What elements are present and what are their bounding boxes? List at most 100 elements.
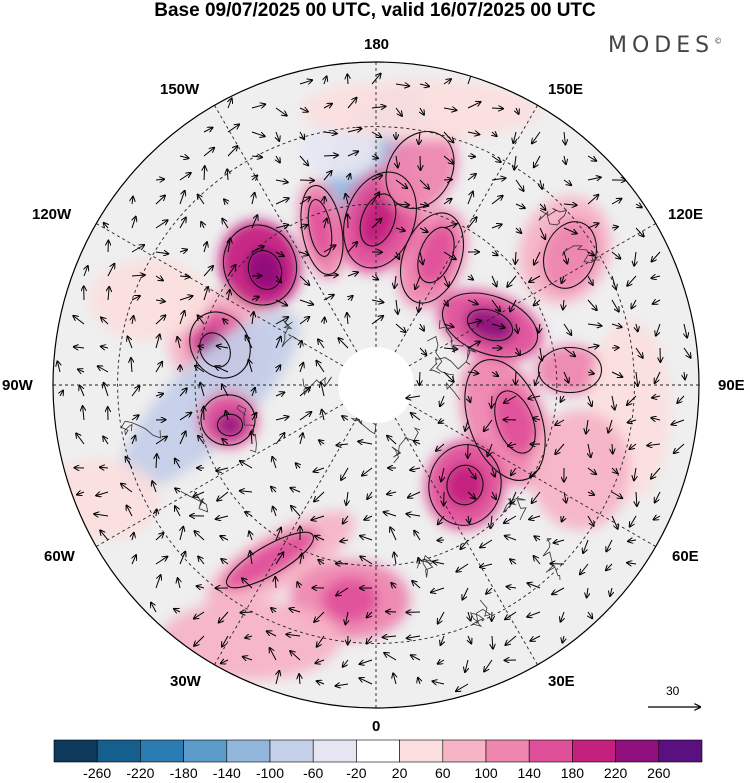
wind-arrow — [587, 155, 596, 161]
wind-arrow — [465, 419, 468, 431]
wind-arrow — [80, 386, 85, 397]
wind-arrow — [656, 323, 661, 336]
wind-arrow — [533, 418, 541, 420]
wind-arrow — [419, 179, 429, 189]
wind-arrow — [250, 551, 252, 565]
wind-arrow — [347, 129, 361, 132]
colorbar — [53, 739, 703, 763]
wind-arrow — [492, 132, 497, 136]
wind-arrow — [507, 275, 517, 287]
wind-arrow — [251, 215, 257, 229]
wind-arrow — [467, 102, 481, 109]
wind-arrow — [587, 467, 596, 474]
wind-arrow — [515, 204, 525, 208]
wind-arrow — [480, 564, 493, 567]
colorbar-swatch — [615, 739, 660, 763]
colorbar-swatch — [140, 739, 184, 763]
wind-arrow — [440, 395, 444, 406]
wind-arrow — [96, 492, 109, 496]
wind-arrow — [674, 443, 685, 453]
wind-arrow — [275, 392, 284, 396]
wind-arrow — [336, 564, 349, 565]
wind-arrow — [655, 371, 661, 383]
wind-arrow — [515, 371, 516, 384]
contour-line — [385, 131, 455, 209]
wind-arrow — [488, 443, 493, 456]
wind-arrow — [412, 581, 421, 589]
wind-arrow — [587, 177, 601, 180]
wind-arrow — [561, 395, 565, 402]
wind-arrow — [534, 556, 541, 565]
wind-arrow — [179, 276, 190, 277]
wind-arrow — [84, 266, 88, 277]
wind-arrow — [245, 512, 253, 516]
wind-arrow — [564, 491, 566, 503]
wind-arrow — [347, 74, 348, 85]
wind-arrow — [491, 275, 497, 286]
wind-arrow — [323, 171, 332, 181]
wind-arrow — [395, 179, 407, 188]
wind-arrow — [371, 74, 381, 85]
wind-arrow — [104, 223, 108, 228]
wind-arrow — [461, 539, 469, 549]
wind-arrow — [271, 608, 276, 612]
wind-arrow — [539, 203, 546, 210]
wind-arrow — [438, 515, 445, 524]
colorbar-swatch — [53, 739, 98, 763]
wind-arrow — [76, 433, 85, 445]
colorbar-tick-label: -220 — [126, 765, 155, 781]
colorbar-tick-label: 60 — [435, 765, 451, 781]
wind-arrow — [468, 395, 470, 402]
contour-line — [199, 332, 231, 368]
wind-arrow — [564, 131, 565, 144]
wind-arrow — [511, 491, 517, 504]
wind-arrow — [563, 179, 571, 185]
wind-arrow — [635, 347, 643, 358]
wind-arrow — [179, 311, 185, 325]
wind-arrow — [155, 437, 167, 445]
contour-line — [441, 292, 539, 358]
wind-arrow — [468, 635, 471, 643]
contour-line — [428, 444, 502, 526]
wind-arrow — [204, 242, 207, 253]
wind-arrow — [371, 156, 378, 158]
wind-arrow — [321, 383, 324, 397]
wind-arrow — [511, 467, 517, 475]
wind-arrow — [394, 275, 396, 288]
wind-arrow — [345, 194, 348, 205]
coastline — [391, 427, 421, 464]
wind-arrow — [155, 252, 168, 254]
wind-arrow — [347, 242, 357, 253]
wind-arrow — [220, 536, 229, 540]
wind-arrow — [299, 387, 310, 397]
wind-arrow — [324, 197, 325, 205]
coastline — [562, 245, 601, 264]
wind-arrow — [319, 440, 324, 444]
wind-arrow — [636, 323, 638, 331]
wind-arrow — [491, 178, 506, 180]
wind-arrow — [611, 467, 617, 473]
wind-arrow — [299, 108, 308, 112]
wind-arrow — [348, 296, 353, 300]
wind-arrow — [323, 155, 338, 156]
wind-arrow — [395, 323, 406, 332]
wind-arrow — [563, 204, 577, 205]
wind-arrow — [467, 156, 475, 157]
contour-line — [400, 212, 464, 304]
anomaly-cell — [322, 578, 378, 622]
wind-arrow — [222, 219, 229, 229]
coastline — [469, 599, 492, 627]
colorbar-tick-label: -100 — [255, 765, 285, 781]
wind-arrow — [177, 337, 180, 349]
wind-arrow — [491, 324, 505, 328]
wind-arrow — [627, 395, 637, 405]
wind-arrow — [347, 151, 358, 157]
wind-arrow — [155, 179, 164, 180]
anomaly-cell — [90, 260, 210, 340]
wind-arrow — [468, 611, 471, 621]
wind-arrow — [540, 179, 542, 189]
wind-arrow — [433, 681, 445, 684]
anomaly-cell — [540, 218, 600, 292]
contour-line — [446, 464, 484, 506]
wind-arrow — [336, 587, 349, 596]
